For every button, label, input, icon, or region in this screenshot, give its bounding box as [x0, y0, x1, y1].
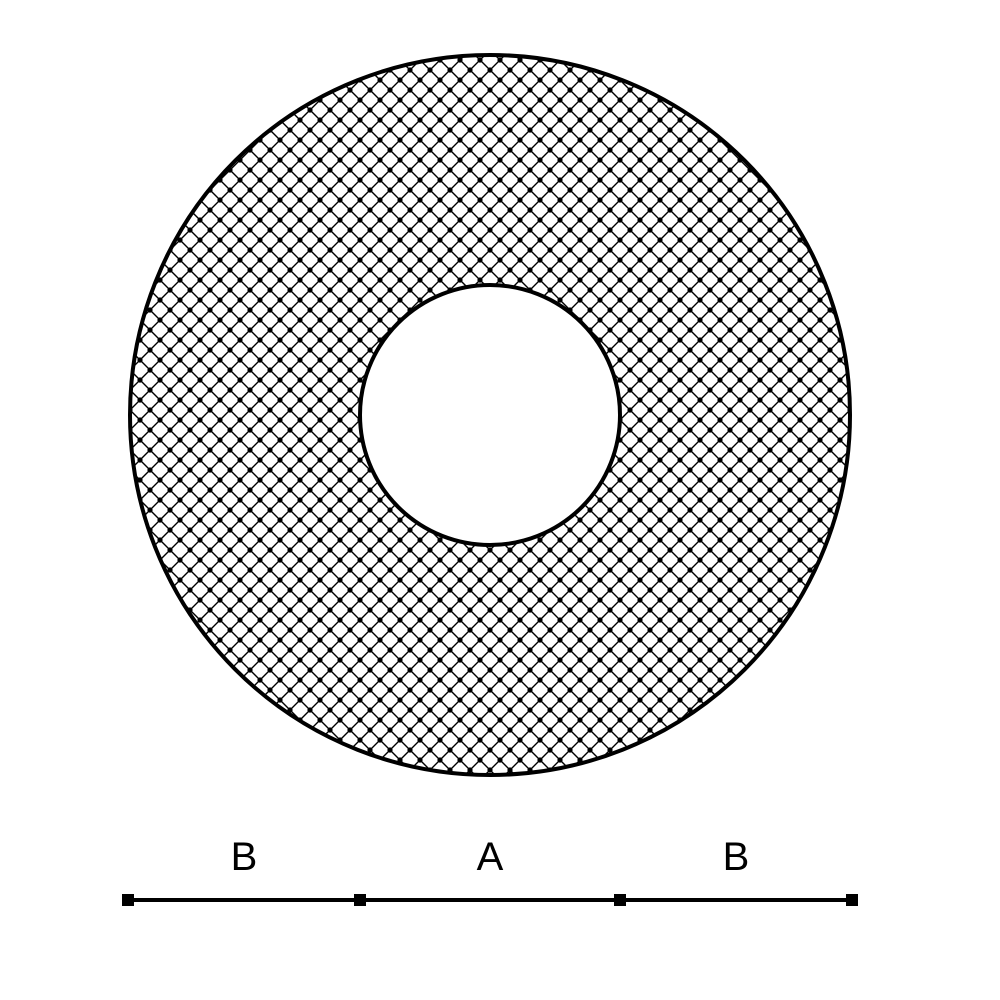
annulus-diagram: BAB [0, 0, 1000, 1000]
dimension-label: B [723, 835, 750, 879]
dimension-tick [614, 894, 626, 906]
dimension-tick [122, 894, 134, 906]
dimension-tick [846, 894, 858, 906]
dimension-tick [354, 894, 366, 906]
dimension-label: B [231, 835, 258, 879]
dimension-label: A [477, 835, 504, 879]
